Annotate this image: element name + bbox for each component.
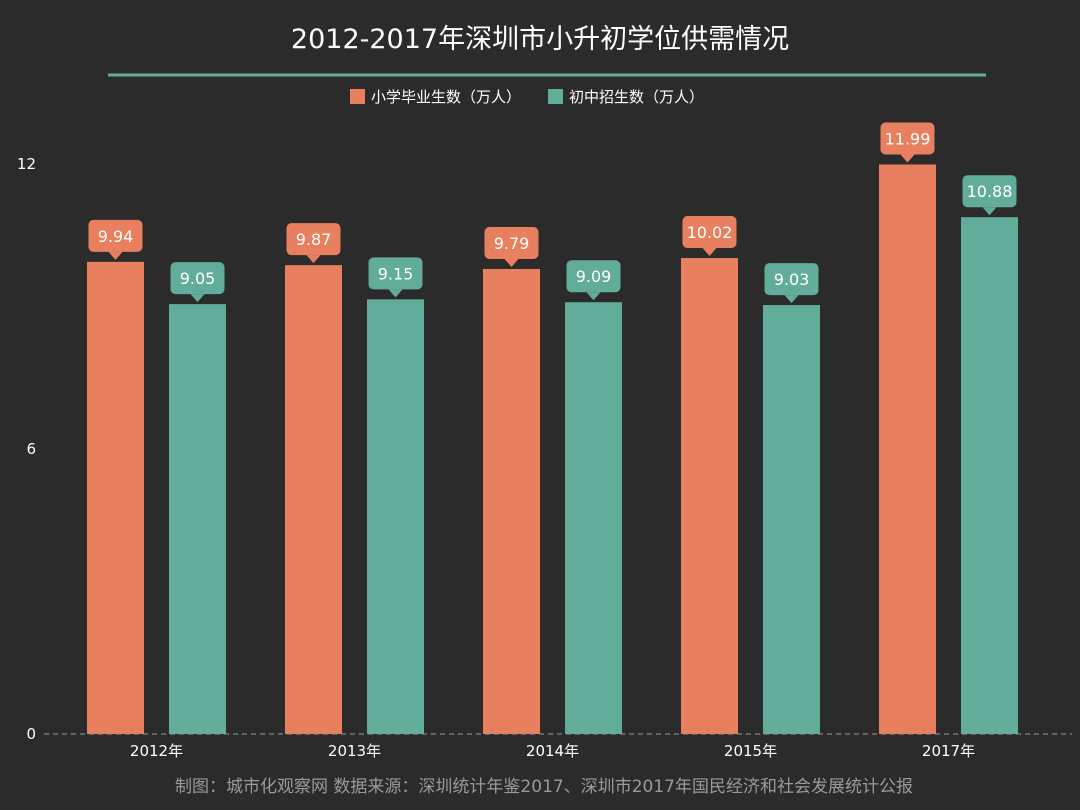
y-tick-label: 6 [26,440,36,458]
x-axis: 2012年 2013年 2014年 2015年 2017年 [130,742,975,760]
data-label-box [484,226,539,259]
data-label-pointer [306,255,321,264]
data-label-pointer [702,248,717,257]
x-tick-label: 2014年 [526,742,579,760]
data-label-box [962,175,1017,208]
x-tick-label: 2013年 [328,742,381,760]
data-label: 9.15 [378,264,414,283]
data-label-pointer [108,251,123,260]
data-label-pointer [388,289,403,298]
data-label-pointer [900,154,915,163]
bar-series-1 [681,258,738,734]
data-label-box [286,223,341,256]
data-label-pointer [982,207,997,216]
data-label: 9.09 [576,267,612,286]
legend-label-series-2: 初中招生数（万人） [569,88,704,106]
data-label: 9.87 [296,230,332,249]
y-tick-label: 12 [17,155,36,173]
data-label: 10.02 [687,223,733,242]
bar-series-1 [87,261,144,734]
data-label-box [682,216,737,249]
legend-swatch-series-2 [548,89,563,104]
data-label-pointer [190,294,205,303]
data-label: 9.03 [774,270,810,289]
data-label-box [88,219,143,252]
data-label-box [880,122,935,155]
data-labels: 9.94 9.05 9.87 9.15 9.79 9.09 10.02 9.03 11.99 10… [88,122,1017,304]
legend-label-series-1: 小学毕业生数（万人） [371,88,521,106]
bar-series-1 [285,265,342,734]
data-label: 9.94 [98,227,134,246]
bar-series-2 [565,302,622,734]
data-label: 9.79 [494,234,530,253]
bar-series-2 [169,304,226,734]
legend-swatch-series-1 [350,89,365,104]
x-tick-label: 2012年 [130,742,183,760]
bar-series-2 [961,217,1018,734]
data-label-box [170,262,225,295]
source-note: 制图：城市化观察网 数据来源：深圳统计年鉴2017、深圳市2017年国民经济和社… [175,777,913,797]
x-tick-label: 2017年 [922,742,975,760]
y-axis: 0 6 12 [17,155,36,743]
data-label-pointer [504,258,519,267]
bar-series-1 [879,164,936,735]
data-label-box [764,263,819,296]
data-label: 11.99 [885,129,931,148]
data-label-pointer [784,295,799,304]
data-label: 9.05 [180,269,216,288]
legend: 小学毕业生数（万人） 初中招生数（万人） [350,88,704,106]
x-tick-label: 2015年 [724,742,777,760]
y-tick-label: 0 [26,725,36,743]
data-label-box [566,260,621,293]
bars [87,164,1018,735]
bar-series-1 [483,268,540,734]
bar-series-2 [367,299,424,734]
data-label-pointer [586,292,601,301]
bar-series-2 [763,305,820,734]
data-label: 10.88 [967,182,1013,201]
data-label-box [368,257,423,290]
chart-title: 2012-2017年深圳市小升初学位供需情况 [291,24,789,55]
